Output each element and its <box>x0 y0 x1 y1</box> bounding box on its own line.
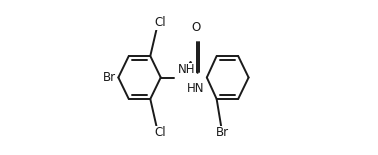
Text: Cl: Cl <box>154 16 166 29</box>
Text: Br: Br <box>102 71 116 84</box>
Text: NH: NH <box>178 63 196 76</box>
Text: HN: HN <box>187 82 204 95</box>
Text: Cl: Cl <box>154 126 166 139</box>
Text: Br: Br <box>216 126 229 139</box>
Text: O: O <box>191 21 201 34</box>
